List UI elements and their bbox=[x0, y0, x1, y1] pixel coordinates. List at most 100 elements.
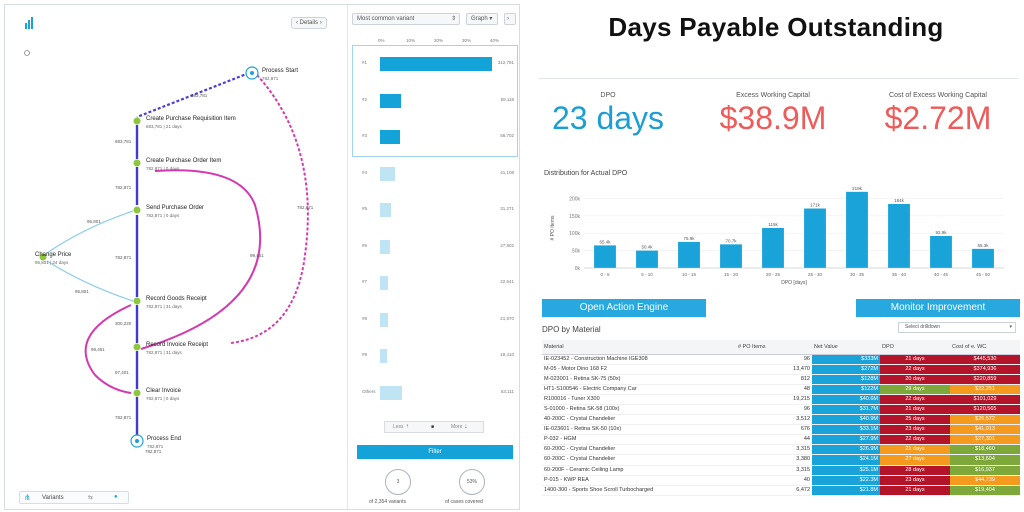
drilldown-select[interactable]: Select drilldown ▾ bbox=[898, 322, 1016, 333]
variant-position: #3 bbox=[362, 133, 368, 138]
table-row[interactable]: R100016 - Tuner X300 19,215 $40.6M 22 days $… bbox=[542, 394, 1020, 405]
variant-row[interactable]: #6 27,802 bbox=[362, 228, 514, 264]
variant-bar[interactable] bbox=[380, 203, 392, 217]
variant-row[interactable]: #1 312,791 bbox=[362, 45, 514, 81]
chart-icon-bar2 bbox=[28, 20, 30, 29]
variant-row[interactable]: #2 59,118 bbox=[362, 82, 514, 118]
variant-axis-tick: 40% bbox=[490, 38, 500, 43]
node-label: Process Start bbox=[262, 68, 299, 74]
variant-count: 22,641 bbox=[500, 279, 514, 284]
table-row[interactable]: IE-023601 - Retina SK-50 (10x) 676 $33.1M 2… bbox=[542, 424, 1020, 436]
variants-count-stat: 3 bbox=[385, 469, 411, 495]
details-zoom-button[interactable]: ‹ Details › bbox=[291, 17, 327, 29]
edge-label: 782,871 bbox=[297, 205, 314, 210]
variant-count: 27,802 bbox=[500, 242, 514, 248]
cell-net-value: $22.3M bbox=[812, 475, 880, 486]
variant-bar[interactable] bbox=[380, 276, 389, 290]
variant-bar[interactable] bbox=[380, 93, 401, 108]
node-create-po-item bbox=[133, 159, 141, 167]
node-process-end-dot bbox=[135, 439, 139, 443]
table-row[interactable]: M-05 - Motor Dino 168 F2 13,470 $272M 22 da… bbox=[542, 364, 1020, 375]
more-button[interactable]: More ⇣ bbox=[451, 424, 468, 430]
cell-net-value: $21.8M bbox=[812, 485, 880, 496]
edge-start-cpri bbox=[136, 71, 250, 119]
y-tick-label: 50k bbox=[572, 249, 581, 255]
col-net-value[interactable]: Net Value bbox=[812, 340, 880, 355]
col-po-items[interactable]: # PO Items bbox=[736, 340, 812, 355]
table-row[interactable]: IE-023452 - Construction Machine IGE308 9… bbox=[542, 354, 1020, 365]
monitor-improvement-button[interactable]: Monitor Improvement bbox=[856, 299, 1020, 317]
cell-dpo: 20 days bbox=[880, 374, 950, 385]
chart-icon-bar3 bbox=[31, 17, 33, 29]
variant-bar[interactable] bbox=[380, 166, 396, 181]
variant-row[interactable]: #7 22,641 bbox=[362, 264, 514, 300]
variant-row[interactable]: #5 31,271 bbox=[362, 191, 514, 227]
variant-position: Others bbox=[362, 388, 376, 394]
bar bbox=[636, 250, 658, 268]
table-row[interactable]: S-01000 - Retina SK-58 (100x) 96 $31.7M 21 … bbox=[542, 404, 1020, 416]
variant-bar[interactable] bbox=[380, 130, 400, 144]
y-tick-label: 100k bbox=[569, 231, 580, 237]
edge-label: 300,220 bbox=[115, 321, 132, 326]
reset-icon[interactable]: ■ bbox=[431, 424, 435, 430]
filter-button[interactable]: Filter bbox=[357, 445, 513, 459]
bar-data-label: 50.4k bbox=[641, 245, 653, 250]
cell-cost-ewc: $16,937 bbox=[950, 465, 1020, 476]
graph-select[interactable]: Graph ▾ bbox=[466, 13, 498, 25]
variant-row[interactable]: #4 41,108 bbox=[362, 155, 514, 191]
table-row[interactable]: M-023001 - Retina SK-75 (50x) 812 $128M 20 … bbox=[542, 374, 1020, 385]
variant-row[interactable]: #3 56,702 bbox=[362, 118, 514, 154]
variant-bar[interactable] bbox=[380, 239, 390, 254]
cell-dpo: 28 days bbox=[880, 465, 950, 476]
cell-material: 60-200C - Crystal Chandelier bbox=[542, 444, 736, 456]
table-row[interactable]: P-015 - KWP REA 40 $22.3M 23 days $44,739 bbox=[542, 475, 1020, 486]
node-sublabel: 683,781 | 21 days bbox=[146, 124, 182, 129]
variant-paging: Less ⇡ ■ More ⇣ bbox=[384, 421, 484, 433]
table-row[interactable]: 60-200C - Crystal Chandelier 3,380 $24.1M 2… bbox=[542, 454, 1020, 466]
table-row[interactable]: P-032 - HGM 44 $27.9M 22 days $27,301 bbox=[542, 434, 1020, 446]
cases-covered-stat: 53% bbox=[459, 469, 485, 495]
edge-label: 782,871 bbox=[145, 449, 162, 454]
table-row[interactable]: 1400-300 - Sports Shoe Scroll Turbocharg… bbox=[542, 485, 1020, 496]
cell-po-items: 19,215 bbox=[736, 394, 812, 405]
variant-bar[interactable] bbox=[380, 385, 403, 400]
bar-data-label: 55.3k bbox=[977, 243, 989, 248]
variant-row[interactable]: #8 21,970 bbox=[362, 301, 514, 337]
variant-count: 312,791 bbox=[497, 60, 514, 65]
edge-label: 95,801 bbox=[75, 289, 89, 294]
user-icon[interactable]: ● bbox=[114, 494, 118, 500]
table-row[interactable]: 60-200C - Crystal Chandelier 3,315 $26.9M 2… bbox=[542, 444, 1020, 456]
node-sublabel: 782,871 | 0 days bbox=[146, 166, 180, 171]
col-dpo[interactable]: DPO bbox=[880, 340, 950, 355]
variant-bar[interactable] bbox=[380, 57, 492, 71]
node-sublabel: 782,871 | 0 days bbox=[146, 213, 180, 218]
table-row[interactable]: 60-200F - Ceramic Ceiling Lamp 3,315 $25.1… bbox=[542, 465, 1020, 476]
variant-row[interactable]: Others 63,111 bbox=[362, 374, 514, 410]
variant-position: #9 bbox=[362, 352, 368, 357]
expand-button[interactable]: › bbox=[504, 13, 516, 25]
variant-bar[interactable] bbox=[380, 312, 389, 327]
node-process-start-dot bbox=[250, 71, 254, 75]
bar-data-label: 70.7k bbox=[725, 238, 737, 243]
table-row[interactable]: HT1-S100546 - Electric Company Car 48 $122… bbox=[542, 384, 1020, 395]
cell-po-items: 6,472 bbox=[736, 485, 812, 496]
variant-bar[interactable] bbox=[380, 349, 387, 363]
col-cost-ewc[interactable]: Cost of e. WC bbox=[950, 340, 1020, 355]
node-label: Send Purchase Order bbox=[146, 205, 205, 211]
toggle-icon[interactable]: ⇆ bbox=[88, 495, 94, 501]
table-row[interactable]: 40-200C - Crystal Chandelier 3,512 $40.9M 2… bbox=[542, 414, 1020, 426]
bar-data-label: 115k bbox=[768, 222, 778, 227]
cell-net-value: $272M bbox=[812, 364, 880, 375]
variant-position: #4 bbox=[362, 169, 368, 175]
col-material[interactable]: Material bbox=[542, 340, 736, 355]
less-button[interactable]: Less ⇡ bbox=[393, 424, 410, 430]
variant-select[interactable]: Most common variant ⇕ bbox=[352, 13, 460, 25]
variant-count: 59,118 bbox=[500, 96, 514, 102]
open-action-engine-button[interactable]: Open Action Engine bbox=[542, 299, 706, 317]
process-map[interactable]: ‹ Details › Process Start 782,871 Create… bbox=[5, 5, 347, 509]
bar bbox=[762, 228, 784, 268]
cases-covered-caption: of cases covered bbox=[445, 499, 483, 505]
hierarchy-icon[interactable]: ⋔ bbox=[24, 493, 31, 502]
variant-position: #5 bbox=[362, 206, 368, 211]
variant-row[interactable]: #9 19,410 bbox=[362, 337, 514, 373]
